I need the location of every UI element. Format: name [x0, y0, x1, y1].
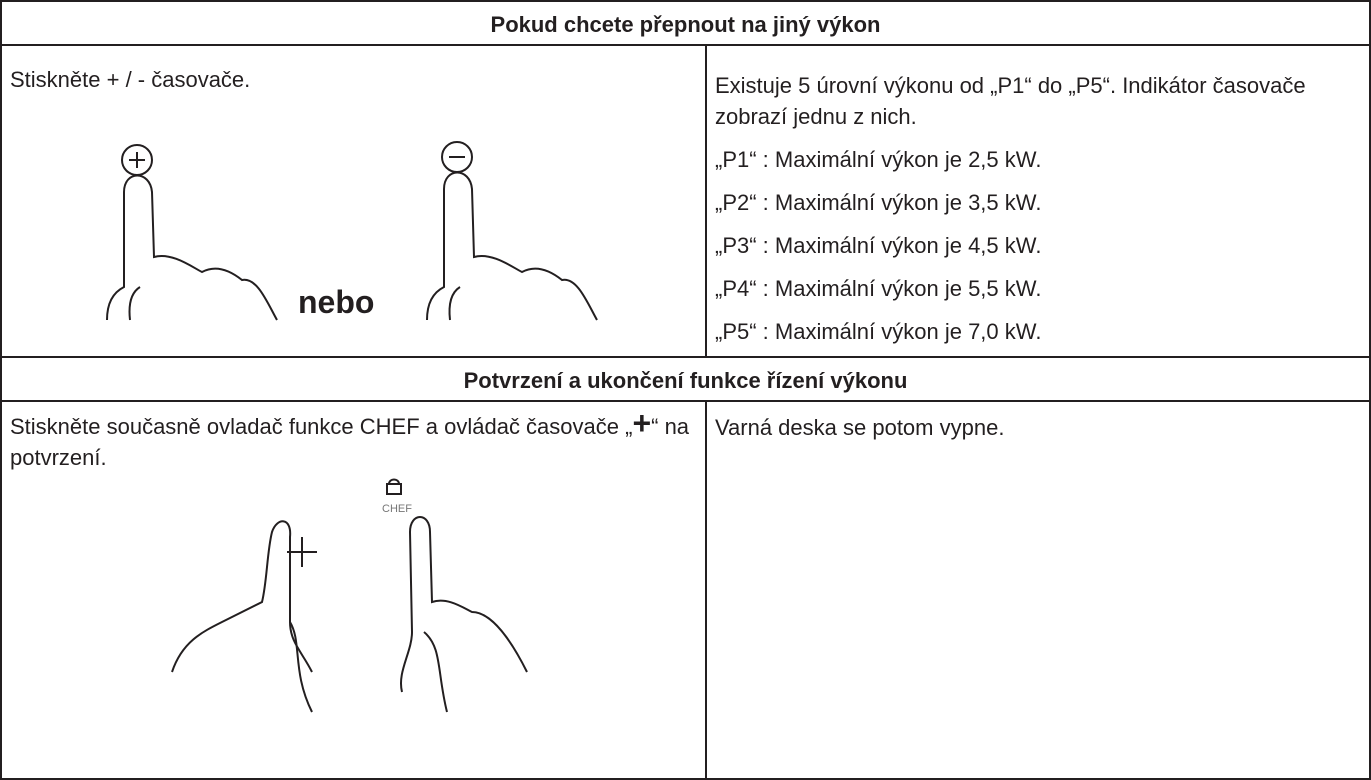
paragraph: „P3“ : Maximální výkon je 4,5 kW.: [715, 233, 1042, 258]
finger-outline: [448, 286, 461, 321]
right-column: Existuje 5 úrovní výkonu od „P1“ do „P5“…: [715, 70, 1365, 359]
paragraph: Existuje 5 úrovní výkonu od „P1“ do „P5“…: [715, 73, 1306, 129]
finger-outline: [289, 621, 313, 713]
text-part: Stiskněte současně ovladač funkce CHEF a…: [10, 414, 633, 439]
finger-outline: [106, 174, 278, 321]
right-column: Varná deska se potom vypne.: [715, 412, 1365, 455]
or-label: nebo: [298, 284, 375, 320]
finger-outline: [423, 631, 448, 713]
plus-symbol: +: [632, 405, 652, 441]
hand-illustration: [106, 141, 598, 321]
finger-outline: [128, 286, 141, 321]
minus-hand: [426, 141, 598, 321]
paragraph: Varná deska se potom vypne.: [715, 415, 1005, 440]
instruction-text: Stiskněte + / - časovače.: [10, 67, 251, 92]
section-heading: Pokud chcete přepnout na jiný výkon: [2, 2, 1369, 46]
chef-label: CHEF: [382, 503, 412, 515]
instruction-text: Stiskněte současně ovladač funkce CHEF a…: [10, 405, 690, 473]
column-divider: [705, 400, 707, 780]
column-divider: [705, 46, 707, 356]
paragraph: „P2“ : Maximální výkon je 3,5 kW.: [715, 190, 1042, 215]
paragraph: „P1“ : Maximální výkon je 2,5 kW.: [715, 147, 1042, 172]
section-heading: Potvrzení a ukončení funkce řízení výkon…: [2, 356, 1369, 402]
paragraph: „P5“ : Maximální výkon je 7,0 kW.: [715, 319, 1042, 344]
chef-icon: [386, 478, 402, 495]
text-part: “ na potvrzení.: [10, 414, 690, 470]
finger-outline: [171, 520, 313, 673]
finger-outline: [426, 171, 598, 321]
finger-outline: [400, 516, 528, 693]
hand-illustration: CHEF: [171, 478, 528, 713]
plus-hand: [106, 144, 278, 321]
paragraph: „P4“ : Maximální výkon je 5,5 kW.: [715, 276, 1042, 301]
